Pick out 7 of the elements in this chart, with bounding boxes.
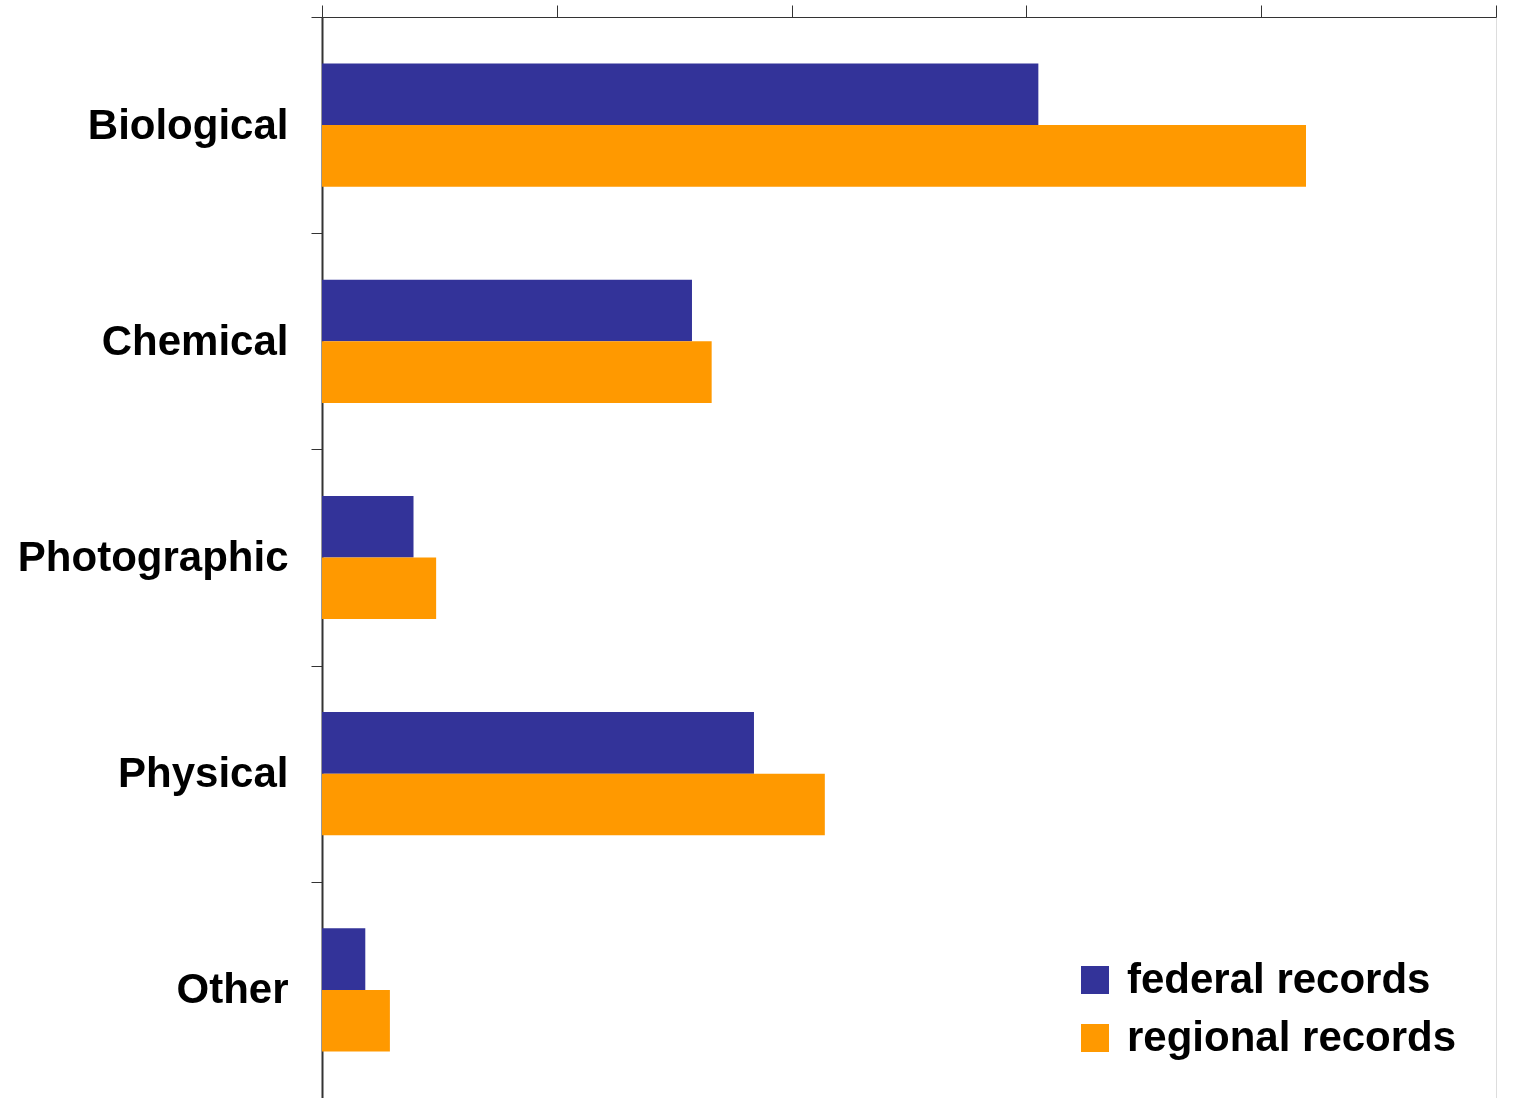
y-tick-label: Other [176, 965, 289, 1013]
y-tick-label: Biological [87, 100, 289, 148]
legend-label: federal records [1127, 955, 1431, 1002]
y-tick-label: Photographic [17, 533, 289, 580]
y-tick-label: Physical [118, 749, 289, 797]
y-tick-label: Chemical [101, 316, 289, 364]
legend-label: regional records [1127, 1013, 1457, 1060]
